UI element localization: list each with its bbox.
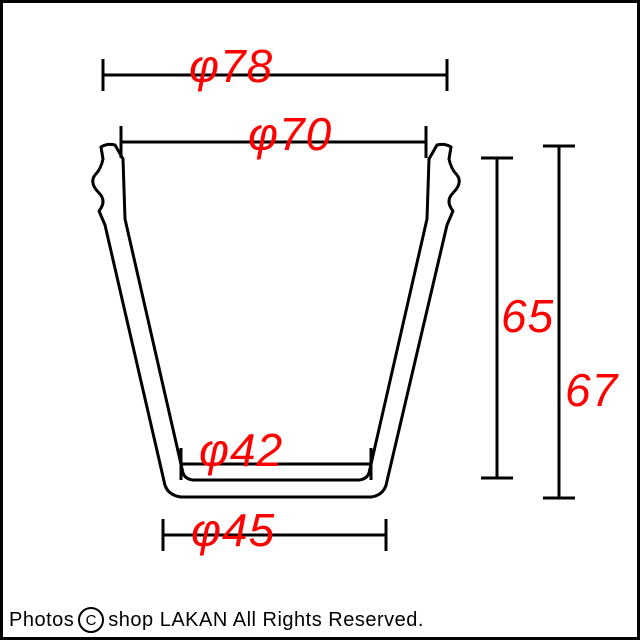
- copyright-line: Photos C shop LAKAN All Rights Reserved.: [9, 607, 424, 633]
- dim-inner-top: φ70: [248, 107, 332, 161]
- frame-border: φ78 φ70 65 67 φ42 φ45 Photos C shop LAKA…: [0, 0, 640, 640]
- dim-inner-bottom: φ42: [199, 423, 283, 477]
- copyright-prefix: Photos: [9, 609, 74, 632]
- dim-outer-bottom: φ45: [191, 503, 275, 557]
- dim-inner-height: 65: [501, 289, 554, 343]
- dim-outer-height: 67: [565, 363, 618, 417]
- dim-outer-top: φ78: [189, 39, 273, 93]
- copyright-text: shop LAKAN All Rights Reserved.: [108, 609, 424, 632]
- copyright-symbol: C: [78, 607, 104, 633]
